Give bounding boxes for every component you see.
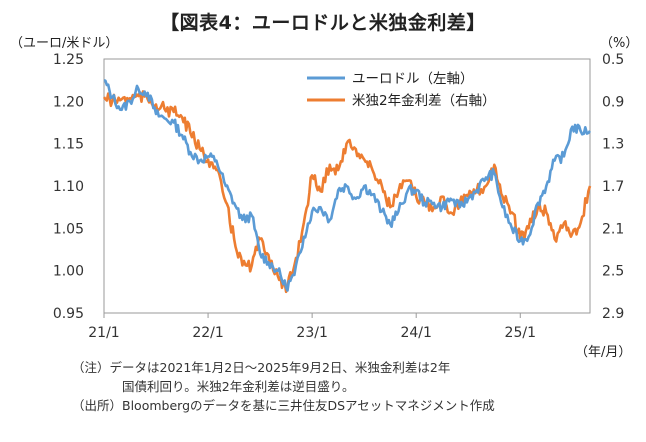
note-line-1: （注）データは2021年1月2日～2025年9月2日、米独金利差は2年 [72, 360, 451, 375]
us-de-spread-series-line [102, 90, 592, 294]
y-left-tick-label: 1.10 [53, 179, 84, 195]
y-left-tick-label: 0.95 [53, 306, 84, 322]
chart-legend: ユーロドル（左軸） 米独2年金利差（右軸） [307, 71, 496, 109]
y-left-tick-label: 1.20 [53, 94, 84, 110]
y-right-tick-label: 2.5 [602, 264, 624, 280]
y-right-tick-label: 1.3 [602, 137, 624, 153]
left-axis-unit: （ユーロ/米ドル） [10, 36, 119, 51]
y-right-tick-label: 2.9 [602, 306, 624, 322]
y-right-tick-label: 0.9 [602, 94, 624, 110]
x-tick-label: 25/1 [505, 325, 536, 341]
y-right-tick-label: 0.5 [602, 52, 624, 68]
chart-axes: 0.95 1.00 1.05 1.10 1.15 1.20 1.25 0.5 0.9 1.3 1.7… [53, 52, 624, 341]
right-axis-unit: （%） [600, 36, 639, 51]
x-tick-label: 23/1 [296, 325, 327, 341]
x-tick-label: 22/1 [192, 325, 223, 341]
eurusd-series-line [103, 78, 591, 292]
y-left-tick-label: 1.00 [53, 264, 84, 280]
y-left-tick-label: 1.25 [53, 52, 84, 68]
y-right-tick-label: 1.7 [602, 179, 624, 195]
y-right-tick-label: 2.1 [602, 221, 624, 237]
chart-lines [102, 78, 592, 294]
legend-label-eurusd: ユーロドル（左軸） [352, 71, 474, 87]
chart-title: 【図表4：ユーロドルと米独金利差】 [160, 12, 486, 34]
y-left-tick-label: 1.05 [53, 221, 84, 237]
x-tick-label: 24/1 [400, 325, 431, 341]
chart-notes: （注）データは2021年1月2日～2025年9月2日、米独金利差は2年 国債利回… [72, 358, 495, 415]
note-line-2: 国債利回り。米独2年金利差は逆目盛り。 [122, 379, 355, 394]
x-tick-label: 21/1 [88, 325, 119, 341]
source-line: （出所）Bloombergのデータを基に三井住友DSアセットマネジメント作成 [72, 398, 495, 413]
x-axis-unit: （年/月） [575, 345, 632, 360]
y-left-tick-label: 1.15 [53, 137, 84, 153]
legend-label-spread: 米独2年金利差（右軸） [352, 93, 496, 109]
